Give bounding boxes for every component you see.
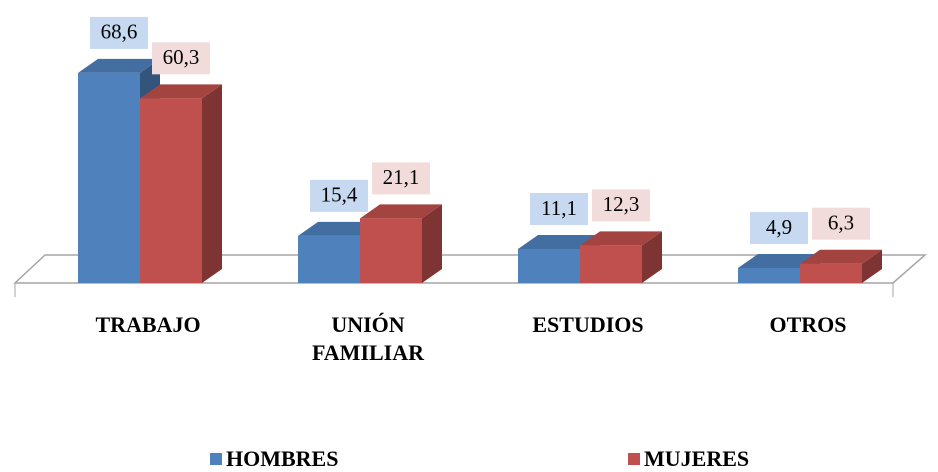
value-label-bg — [152, 42, 210, 75]
value-label-bg — [372, 162, 430, 195]
value-label: 68,6 — [101, 20, 138, 44]
bar-top — [140, 84, 222, 99]
bar-side — [202, 84, 222, 283]
bar — [580, 245, 642, 283]
bar-top — [800, 249, 882, 264]
bar — [298, 235, 360, 283]
x-tick-label: ESTUDIOS — [532, 312, 644, 337]
bar-top — [78, 58, 160, 73]
legend-label: MUJERES — [644, 446, 750, 471]
bar-top — [518, 235, 600, 250]
bar-side — [422, 204, 442, 283]
x-tick-label: UNIÓN FAMILIAR — [311, 312, 425, 365]
bar-top — [738, 253, 820, 268]
value-label: 21,1 — [383, 165, 420, 189]
value-label-bg — [750, 211, 808, 244]
value-label-bg — [812, 207, 870, 240]
bar-top — [298, 221, 380, 236]
value-label-bg — [530, 193, 588, 226]
value-label-bg — [592, 189, 650, 222]
bar — [738, 267, 800, 283]
bar — [518, 249, 580, 283]
value-label: 4,9 — [766, 215, 792, 239]
legend-swatch — [210, 453, 222, 465]
value-label: 15,4 — [321, 183, 358, 207]
x-tick-label: OTROS — [769, 312, 847, 337]
legend-swatch — [628, 453, 640, 465]
bar-top — [580, 231, 662, 246]
bar — [360, 218, 422, 283]
value-label: 11,1 — [541, 196, 577, 220]
value-label: 6,3 — [828, 211, 854, 235]
bar — [78, 72, 140, 283]
x-tick-label: TRABAJO — [95, 312, 201, 337]
bar — [140, 98, 202, 283]
value-label: 12,3 — [603, 192, 640, 216]
value-label-bg — [310, 179, 368, 212]
legend-label: HOMBRES — [226, 446, 339, 471]
value-label: 60,3 — [163, 45, 200, 69]
bar-top — [360, 204, 442, 219]
value-label-bg — [90, 16, 148, 49]
bar-side — [862, 249, 882, 283]
legend-item: HOMBRES — [210, 446, 338, 472]
legend-item: MUJERES — [628, 446, 749, 472]
bar-side — [642, 231, 662, 283]
bar — [800, 263, 862, 283]
